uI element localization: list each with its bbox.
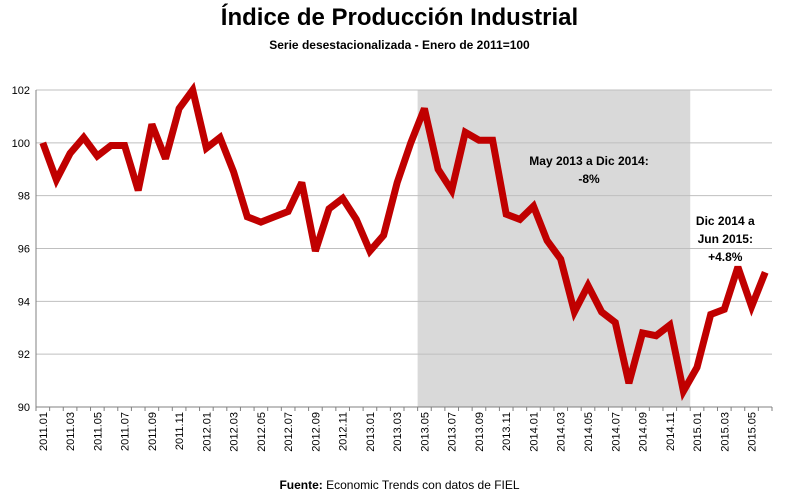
x-tick-label: 2012.11 [338, 412, 350, 451]
annotation-decline: May 2013 a Dic 2014: [529, 154, 648, 168]
x-tick-label: 2014.09 [638, 412, 650, 452]
source-label: Fuente: [279, 478, 323, 492]
x-tick-label: 2011.09 [147, 412, 159, 451]
x-tick-label: 2011.01 [38, 412, 50, 451]
x-tick-label: 2014.07 [610, 412, 622, 452]
x-tick-label: 2012.05 [256, 412, 268, 452]
x-tick-label: 2014.05 [583, 412, 595, 452]
x-tick-label: 2012.07 [283, 412, 295, 452]
x-tick-label: 2015.03 [719, 412, 731, 452]
annotation-recovery: Dic 2014 a [696, 214, 755, 228]
x-tick-label: 2014.11 [665, 412, 677, 451]
x-tick-label: 2013.11 [501, 412, 513, 451]
source-text: Economic Trends con datos de FIEL [322, 478, 520, 492]
x-tick-label: 2011.03 [65, 412, 77, 451]
y-tick-label: 94 [18, 296, 30, 308]
y-tick-label: 100 [12, 138, 30, 150]
series-line [39, 81, 769, 401]
annotation-decline: -8% [578, 172, 600, 186]
y-tick-label: 102 [12, 85, 30, 97]
x-tick-label: 2013.07 [447, 412, 459, 452]
x-tick-label: 2015.05 [747, 412, 759, 452]
x-tick-label: 2015.01 [692, 412, 704, 452]
y-tick-label: 92 [18, 349, 30, 361]
x-tick-label: 2013.05 [419, 412, 431, 452]
x-tick-label: 2012.03 [229, 412, 241, 452]
y-tick-label: 96 [18, 244, 30, 256]
chart-title: Índice de Producción Industrial [220, 4, 579, 31]
x-tick-label: 2011.05 [92, 412, 104, 451]
x-tick-label: 2013.09 [474, 412, 486, 452]
x-tick-label: 2011.11 [174, 412, 186, 450]
annotation-recovery: Jun 2015: [698, 232, 753, 246]
x-tick-label: 2014.01 [528, 412, 540, 452]
y-tick-label: 98 [18, 191, 30, 203]
annotation-recovery: +4.8% [708, 250, 743, 264]
x-tick-label: 2011.07 [120, 412, 132, 451]
x-tick-label: 2013.01 [365, 412, 377, 452]
y-tick-label: 90 [18, 402, 30, 414]
x-tick-label: 2014.03 [556, 412, 568, 452]
x-tick-label: 2012.09 [310, 412, 322, 452]
x-tick-label: 2013.03 [392, 412, 404, 452]
source-note: Fuente: Economic Trends con datos de FIE… [0, 478, 799, 492]
x-tick-label: 2012.01 [201, 412, 213, 452]
chart-subtitle: Serie desestacionalizada - Enero de 2011… [269, 38, 530, 52]
